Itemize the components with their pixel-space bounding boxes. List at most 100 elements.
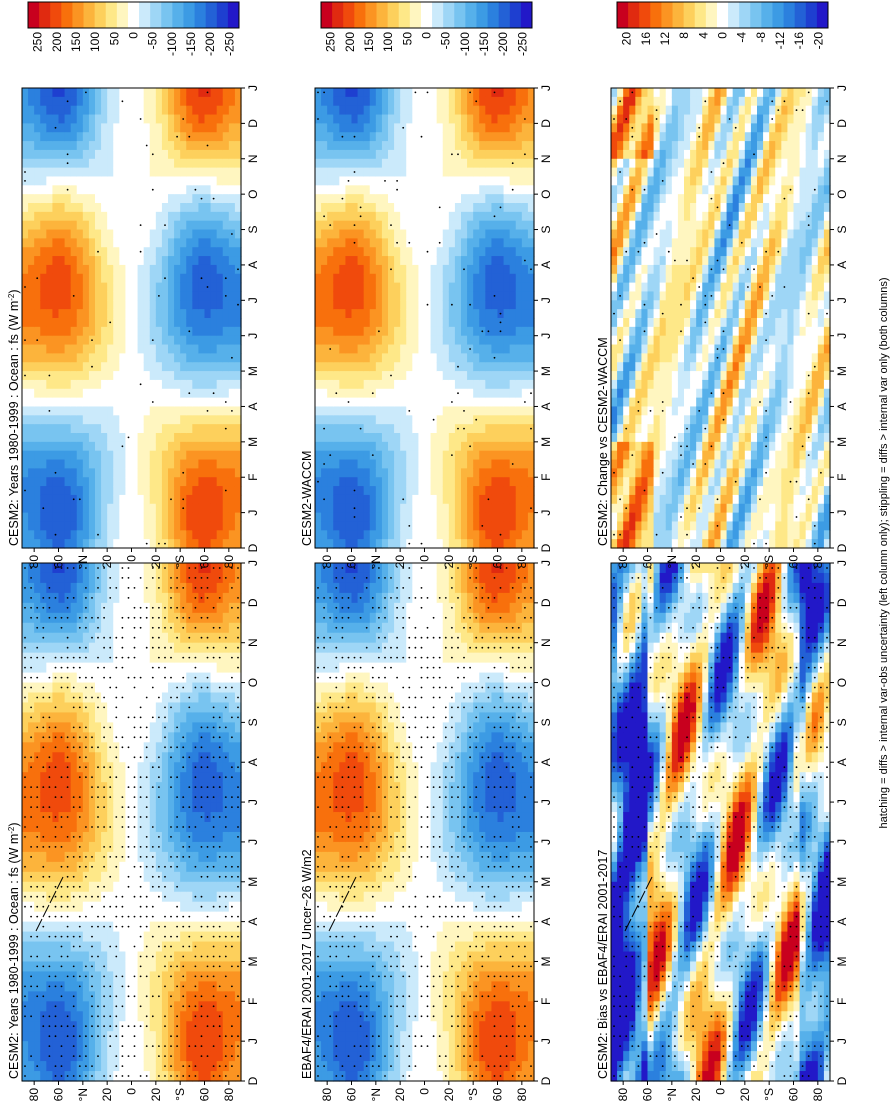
heatmap-cell	[34, 1041, 41, 1052]
heatmap-cell	[132, 291, 139, 300]
heatmap-cell	[113, 593, 120, 604]
heatmap-cell	[162, 530, 169, 539]
stipple-dot	[207, 1015, 209, 1017]
stipple-dot	[195, 597, 197, 599]
heatmap-cell	[174, 185, 181, 194]
stipple-dot	[61, 946, 63, 948]
stipple-dot	[79, 886, 81, 888]
heatmap-cell	[223, 1001, 230, 1012]
heatmap-cell	[113, 212, 120, 221]
heatmap-cell	[34, 451, 41, 460]
stipple-dot	[30, 677, 32, 679]
stipple-dot	[170, 1065, 172, 1067]
heatmap-cell	[186, 291, 193, 300]
stipple-dot	[73, 746, 75, 748]
stipple-dot	[134, 677, 136, 679]
heatmap-cell	[198, 132, 205, 141]
heatmap-cell	[101, 424, 108, 433]
heatmap-cell	[83, 513, 90, 522]
heatmap-cell	[162, 852, 169, 863]
stipple-dot	[79, 677, 81, 679]
heatmap-cell	[22, 203, 29, 212]
heatmap-cell	[34, 573, 41, 584]
stipple-dot	[219, 1025, 221, 1027]
heatmap-cell	[125, 415, 132, 424]
stipple-dot	[134, 657, 136, 659]
heatmap-cell	[211, 683, 218, 694]
stipple-dot	[85, 1065, 87, 1067]
stipple-dot	[97, 534, 99, 536]
heatmap-cell	[22, 573, 29, 584]
stipple-dot	[128, 916, 130, 918]
stipple-dot	[79, 627, 81, 629]
heatmap-cell	[65, 141, 72, 150]
heatmap-cell	[138, 362, 145, 371]
stipple-dot	[79, 667, 81, 669]
heatmap-cell	[46, 203, 53, 212]
heatmap-cell	[107, 882, 114, 893]
heatmap-cell	[71, 981, 78, 992]
heatmap-cell	[205, 1061, 212, 1072]
heatmap-cell	[192, 932, 199, 943]
heatmap-cell	[89, 573, 96, 584]
stipple-dot	[128, 567, 130, 569]
heatmap-cell	[192, 633, 199, 644]
heatmap-cell	[83, 433, 90, 442]
stipple-dot	[164, 1025, 166, 1027]
heatmap-cell	[65, 389, 72, 398]
heatmap-cell	[132, 460, 139, 469]
heatmap-cell	[229, 159, 236, 168]
heatmap-cell	[168, 892, 175, 903]
stipple-dot	[188, 136, 190, 138]
heatmap-cell	[229, 971, 236, 982]
heatmap-cell	[89, 702, 96, 713]
heatmap-cell	[77, 991, 84, 1002]
heatmap-cell	[52, 583, 59, 594]
heatmap-cell	[22, 942, 29, 953]
stipple-dot	[164, 886, 166, 888]
heatmap-cell	[180, 415, 187, 424]
stipple-dot	[170, 607, 172, 609]
heatmap-cell	[211, 353, 218, 362]
heatmap-cell	[150, 371, 157, 380]
heatmap-cell	[83, 504, 90, 513]
stipple-dot	[170, 856, 172, 858]
stipple-dot	[67, 162, 69, 164]
heatmap-cell	[150, 442, 157, 451]
heatmap-cell	[132, 150, 139, 159]
heatmap-cell	[28, 318, 35, 327]
heatmap-cell	[101, 623, 108, 634]
heatmap-cell	[156, 194, 163, 203]
stipple-dot	[140, 224, 142, 226]
stipple-dot	[103, 617, 105, 619]
heatmap-cell	[34, 291, 41, 300]
heatmap-cell	[132, 345, 139, 354]
heatmap-cell	[174, 991, 181, 1002]
heatmap-cell	[101, 185, 108, 194]
heatmap-cell	[198, 168, 205, 177]
heatmap-cell	[59, 168, 66, 177]
heatmap-cell	[59, 802, 66, 813]
stipple-dot	[170, 995, 172, 997]
stipple-dot	[207, 727, 209, 729]
heatmap-cell	[83, 256, 90, 265]
heatmap-cell	[138, 1061, 145, 1072]
heatmap-cell	[119, 952, 126, 963]
heatmap-cell	[217, 371, 224, 380]
heatmap-cell	[229, 398, 236, 407]
heatmap-cell	[65, 115, 72, 124]
heatmap-cell	[174, 150, 181, 159]
heatmap-cell	[119, 274, 126, 283]
heatmap-cell	[162, 336, 169, 345]
heatmap-cell	[211, 221, 218, 230]
heatmap-cell	[223, 97, 230, 106]
stipple-dot	[213, 776, 215, 778]
stipple-dot	[30, 816, 32, 818]
stipple-dot	[170, 826, 172, 828]
heatmap-cell	[229, 336, 236, 345]
heatmap-cell	[223, 653, 230, 664]
heatmap-cell	[101, 942, 108, 953]
heatmap-cell	[156, 238, 163, 247]
stipple-dot	[158, 836, 160, 838]
heatmap-cell	[119, 362, 126, 371]
